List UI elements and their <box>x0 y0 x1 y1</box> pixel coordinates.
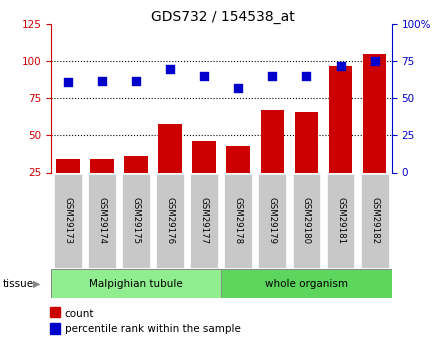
Point <box>133 78 140 83</box>
Bar <box>56 159 80 172</box>
Point <box>201 73 208 79</box>
Bar <box>51 269 222 298</box>
Text: GSM29182: GSM29182 <box>370 197 379 244</box>
Text: tissue: tissue <box>2 279 33 289</box>
Text: GSM29179: GSM29179 <box>268 197 277 244</box>
FancyBboxPatch shape <box>156 175 184 268</box>
Point <box>235 85 242 91</box>
Point <box>65 79 72 85</box>
Text: GSM29177: GSM29177 <box>200 197 209 244</box>
Bar <box>192 141 216 172</box>
Point <box>303 73 310 79</box>
Text: GSM29181: GSM29181 <box>336 197 345 244</box>
Bar <box>260 110 284 172</box>
Text: GSM29173: GSM29173 <box>64 197 73 244</box>
Text: GDS732 / 154538_at: GDS732 / 154538_at <box>150 10 295 24</box>
Bar <box>90 159 114 172</box>
Text: GSM29180: GSM29180 <box>302 197 311 244</box>
Point <box>371 58 378 64</box>
Point <box>337 63 344 68</box>
Text: Malpighian tubule: Malpighian tubule <box>89 279 183 289</box>
Text: percentile rank within the sample: percentile rank within the sample <box>65 325 240 334</box>
Text: GSM29175: GSM29175 <box>132 197 141 244</box>
Point <box>269 73 276 79</box>
Bar <box>124 156 148 172</box>
Bar <box>295 112 319 172</box>
Bar <box>363 54 387 172</box>
FancyBboxPatch shape <box>224 175 252 268</box>
Text: GSM29176: GSM29176 <box>166 197 175 244</box>
FancyBboxPatch shape <box>259 175 287 268</box>
Bar <box>50 307 60 317</box>
Bar <box>50 323 60 334</box>
FancyBboxPatch shape <box>292 175 320 268</box>
Text: GSM29174: GSM29174 <box>98 197 107 244</box>
Text: whole organism: whole organism <box>265 279 348 289</box>
Bar <box>328 66 352 172</box>
Text: count: count <box>65 309 94 319</box>
FancyBboxPatch shape <box>327 175 355 268</box>
Text: GSM29178: GSM29178 <box>234 197 243 244</box>
Bar <box>227 146 251 172</box>
FancyBboxPatch shape <box>122 175 150 268</box>
FancyBboxPatch shape <box>190 175 218 268</box>
FancyBboxPatch shape <box>360 175 388 268</box>
Bar <box>222 269 392 298</box>
FancyBboxPatch shape <box>88 175 116 268</box>
FancyBboxPatch shape <box>54 175 82 268</box>
Point <box>167 66 174 71</box>
Point <box>99 78 106 83</box>
Bar <box>158 124 182 172</box>
Text: ▶: ▶ <box>32 279 40 289</box>
